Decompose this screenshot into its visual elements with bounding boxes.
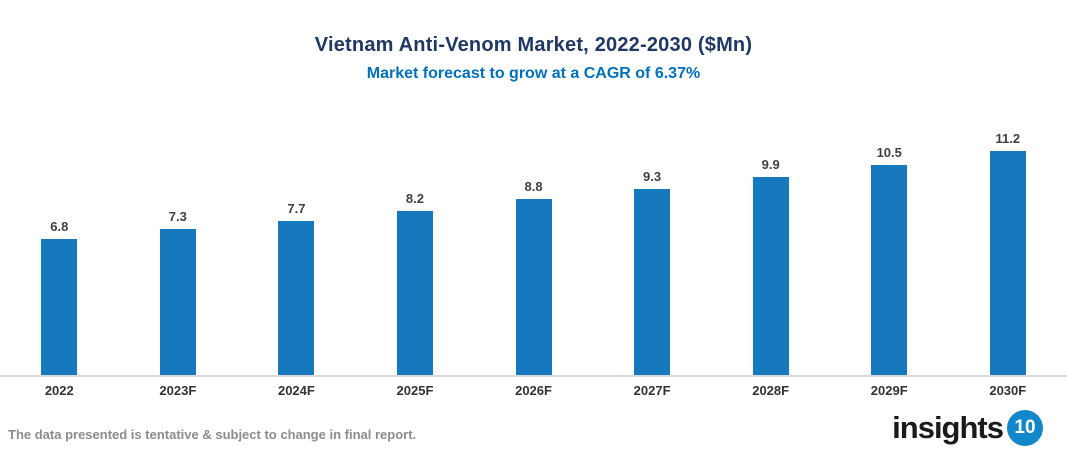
chart-title: Vietnam Anti-Venom Market, 2022-2030 ($M…: [314, 34, 753, 56]
bar: [396, 211, 433, 375]
logo-badge: 10: [1007, 410, 1043, 446]
category-label: 2030F: [989, 383, 1027, 398]
bar-chart: 6.8 7.3 7.7 8.2 8.8 9.3 9.9 10.5 11.2 2022 2023F 2…: [0, 131, 1067, 398]
x-axis-line: [0, 375, 1067, 377]
category-label: 2028F: [752, 383, 790, 398]
bar: [278, 221, 315, 375]
bar: [515, 199, 552, 375]
bar: [752, 177, 789, 375]
category-label: 2022: [44, 383, 74, 398]
bar-column: 9.3: [593, 169, 712, 375]
category-label: 2023F: [159, 383, 197, 398]
category-label: 2029F: [870, 383, 908, 398]
insights10-logo: insights 10: [892, 410, 1043, 446]
bar-value-label: 8.8: [524, 179, 543, 194]
bar-column: 8.2: [356, 191, 475, 375]
bar: [159, 229, 196, 375]
bar-value-label: 10.5: [876, 145, 902, 160]
category-label: 2027F: [633, 383, 671, 398]
bar-value-label: 7.7: [287, 201, 306, 216]
bar-column: 8.8: [474, 179, 593, 375]
chart-header: Vietnam Anti-Venom Market, 2022-2030 ($M…: [0, 34, 1067, 83]
bar-column: 10.5: [830, 145, 949, 375]
footer-disclaimer: The data presented is tentative & subjec…: [8, 427, 417, 442]
bar-column: 9.9: [711, 157, 830, 375]
logo-text: insights: [892, 410, 1004, 445]
category-labels: 2022 2023F 2024F 2025F 2026F 2027F 2028F 2029F 2…: [0, 383, 1067, 398]
bar-value-label: 6.8: [50, 219, 69, 234]
chart-subtitle: Market forecast to grow at a CAGR of 6.3…: [366, 65, 701, 82]
bar: [989, 151, 1026, 375]
category-label: 2024F: [277, 383, 315, 398]
bar-column: 7.3: [119, 209, 238, 375]
bar-value-label: 9.3: [643, 169, 662, 184]
bar-value-label: 9.9: [761, 157, 780, 172]
bar-column: 7.7: [237, 201, 356, 375]
bar-value-label: 11.2: [995, 131, 1021, 146]
bar-column: 11.2: [949, 131, 1067, 375]
bar: [41, 239, 78, 375]
bar-column: 6.8: [0, 219, 119, 375]
bar: [871, 165, 908, 375]
bar: [634, 189, 671, 375]
category-label: 2025F: [396, 383, 434, 398]
bar-value-label: 7.3: [168, 209, 187, 224]
bar-value-label: 8.2: [405, 191, 424, 206]
category-label: 2026F: [515, 383, 552, 398]
bar-plot: 6.8 7.3 7.7 8.2 8.8 9.3 9.9 10.5 11.2: [0, 131, 1067, 375]
